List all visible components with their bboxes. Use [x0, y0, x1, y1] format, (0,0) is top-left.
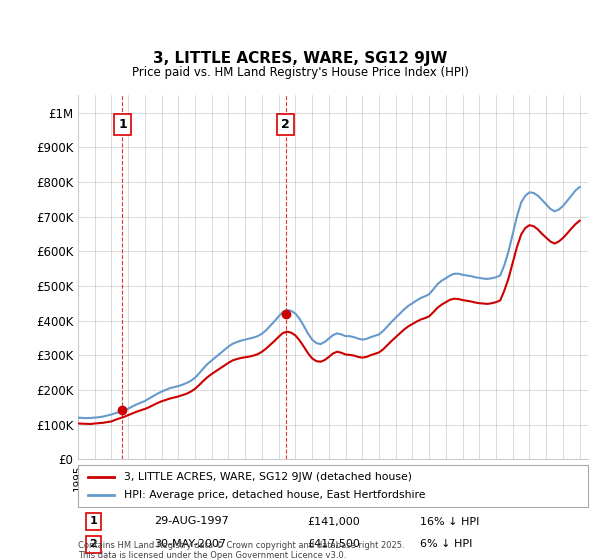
Text: 3, LITTLE ACRES, WARE, SG12 9JW: 3, LITTLE ACRES, WARE, SG12 9JW: [153, 52, 447, 66]
Text: 3, LITTLE ACRES, WARE, SG12 9JW (detached house): 3, LITTLE ACRES, WARE, SG12 9JW (detache…: [124, 472, 412, 482]
Text: £141,000: £141,000: [308, 516, 360, 526]
Text: 6% ↓ HPI: 6% ↓ HPI: [420, 539, 472, 549]
Text: 2: 2: [89, 539, 97, 549]
Text: Price paid vs. HM Land Registry's House Price Index (HPI): Price paid vs. HM Land Registry's House …: [131, 66, 469, 80]
Text: 1: 1: [118, 118, 127, 131]
Text: 29-AUG-1997: 29-AUG-1997: [155, 516, 229, 526]
Text: 30-MAY-2007: 30-MAY-2007: [155, 539, 227, 549]
Text: 16% ↓ HPI: 16% ↓ HPI: [420, 516, 479, 526]
Text: £417,500: £417,500: [308, 539, 361, 549]
Text: 2: 2: [281, 118, 290, 131]
Text: Contains HM Land Registry data © Crown copyright and database right 2025.
This d: Contains HM Land Registry data © Crown c…: [78, 540, 404, 560]
Text: HPI: Average price, detached house, East Hertfordshire: HPI: Average price, detached house, East…: [124, 490, 425, 500]
Text: 1: 1: [89, 516, 97, 526]
